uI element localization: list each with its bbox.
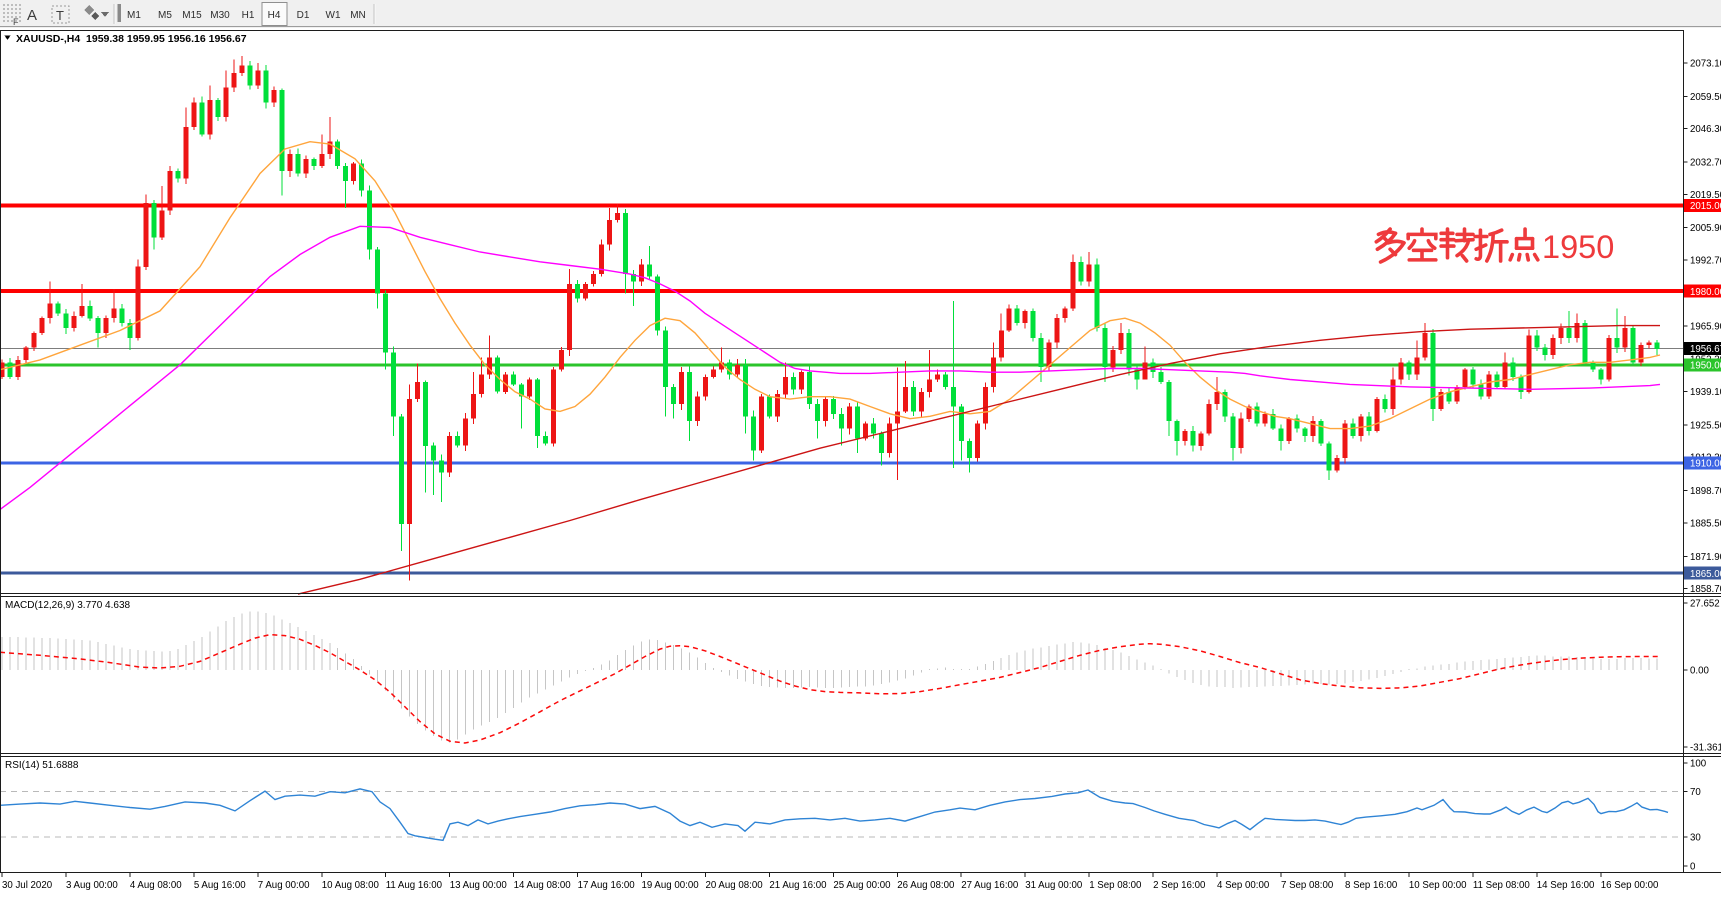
svg-text:1992.70: 1992.70 — [1690, 256, 1721, 267]
svg-text:100: 100 — [1690, 759, 1707, 770]
svg-text:D1: D1 — [297, 10, 310, 21]
svg-text:MN: MN — [350, 10, 366, 21]
svg-text:XAUUSD-,H4 1959.38 1959.95 19: XAUUSD-,H4 1959.38 1959.95 1956.16 1956.… — [16, 33, 247, 45]
svg-text:2005.90: 2005.90 — [1690, 223, 1721, 234]
svg-text:H4: H4 — [268, 10, 281, 21]
svg-text:2032.70: 2032.70 — [1690, 158, 1721, 169]
svg-text:26 Aug 08:00: 26 Aug 08:00 — [897, 880, 955, 891]
svg-text:MACD(12,26,9) 3.770 4.638: MACD(12,26,9) 3.770 4.638 — [5, 600, 131, 611]
svg-text:8 Sep 16:00: 8 Sep 16:00 — [1345, 880, 1398, 891]
svg-text:M5: M5 — [158, 10, 172, 21]
svg-text:M15: M15 — [182, 10, 202, 21]
svg-text:30: 30 — [1690, 832, 1701, 843]
svg-text:19 Aug 00:00: 19 Aug 00:00 — [642, 880, 700, 891]
svg-text:T: T — [56, 8, 64, 23]
svg-text:1 Sep 08:00: 1 Sep 08:00 — [1089, 880, 1142, 891]
svg-text:16 Sep 00:00: 16 Sep 00:00 — [1601, 880, 1659, 891]
svg-text:27 Aug 16:00: 27 Aug 16:00 — [961, 880, 1019, 891]
svg-text:1939.10: 1939.10 — [1690, 387, 1721, 398]
svg-text:1910.00: 1910.00 — [1690, 459, 1721, 470]
svg-text:1956.67: 1956.67 — [1690, 344, 1721, 355]
svg-text:1950: 1950 — [1542, 229, 1614, 265]
svg-text:30 Jul 2020: 30 Jul 2020 — [2, 880, 53, 891]
svg-text:4 Aug 08:00: 4 Aug 08:00 — [130, 880, 182, 891]
svg-text:M1: M1 — [127, 10, 141, 21]
svg-text:1858.70: 1858.70 — [1690, 584, 1721, 595]
svg-text:1965.90: 1965.90 — [1690, 321, 1721, 332]
svg-text:2015.00: 2015.00 — [1690, 201, 1721, 212]
svg-text:1925.50: 1925.50 — [1690, 420, 1721, 431]
svg-text:14 Sep 16:00: 14 Sep 16:00 — [1537, 880, 1595, 891]
svg-text:27.652: 27.652 — [1690, 599, 1720, 610]
svg-text:11 Sep 08:00: 11 Sep 08:00 — [1473, 880, 1531, 891]
svg-text:11 Aug 16:00: 11 Aug 16:00 — [386, 880, 443, 891]
svg-text:H1: H1 — [242, 10, 255, 21]
svg-text:7 Sep 08:00: 7 Sep 08:00 — [1281, 880, 1334, 891]
svg-text:20 Aug 08:00: 20 Aug 08:00 — [706, 880, 764, 891]
svg-text:2046.30: 2046.30 — [1690, 124, 1721, 135]
svg-text:17 Aug 16:00: 17 Aug 16:00 — [578, 880, 636, 891]
svg-text:4 Sep 00:00: 4 Sep 00:00 — [1217, 880, 1270, 891]
svg-text:1950.00: 1950.00 — [1690, 361, 1721, 372]
svg-text:2019.50: 2019.50 — [1690, 190, 1721, 201]
svg-text:1871.90: 1871.90 — [1690, 552, 1721, 563]
svg-text:14 Aug 08:00: 14 Aug 08:00 — [514, 880, 572, 891]
svg-text:2059.50: 2059.50 — [1690, 92, 1721, 103]
svg-text:M30: M30 — [210, 10, 230, 21]
svg-text:1980.00: 1980.00 — [1690, 287, 1721, 298]
svg-text:0.00: 0.00 — [1690, 666, 1709, 677]
svg-text:3 Aug 00:00: 3 Aug 00:00 — [66, 880, 118, 891]
svg-text:A: A — [27, 7, 37, 24]
svg-text:25 Aug 00:00: 25 Aug 00:00 — [833, 880, 891, 891]
svg-text:0: 0 — [1690, 862, 1696, 873]
svg-text:2 Sep 16:00: 2 Sep 16:00 — [1153, 880, 1206, 891]
svg-text:21 Aug 16:00: 21 Aug 16:00 — [769, 880, 827, 891]
svg-text:F: F — [13, 17, 19, 27]
svg-text:1865.00: 1865.00 — [1690, 569, 1721, 580]
svg-text:5 Aug 16:00: 5 Aug 16:00 — [194, 880, 246, 891]
svg-text:-31.361: -31.361 — [1690, 743, 1721, 754]
svg-text:1898.70: 1898.70 — [1690, 486, 1721, 497]
svg-text:10 Sep 00:00: 10 Sep 00:00 — [1409, 880, 1467, 891]
svg-text:2073.10: 2073.10 — [1690, 59, 1721, 70]
svg-text:10 Aug 08:00: 10 Aug 08:00 — [322, 880, 380, 891]
svg-text:W1: W1 — [326, 10, 341, 21]
svg-text:RSI(14) 51.6888: RSI(14) 51.6888 — [5, 760, 79, 771]
svg-text:1885.50: 1885.50 — [1690, 519, 1721, 530]
svg-text:70: 70 — [1690, 787, 1701, 798]
svg-text:31 Aug 00:00: 31 Aug 00:00 — [1025, 880, 1083, 891]
svg-text:13 Aug 00:00: 13 Aug 00:00 — [450, 880, 508, 891]
svg-text:7 Aug 00:00: 7 Aug 00:00 — [258, 880, 310, 891]
